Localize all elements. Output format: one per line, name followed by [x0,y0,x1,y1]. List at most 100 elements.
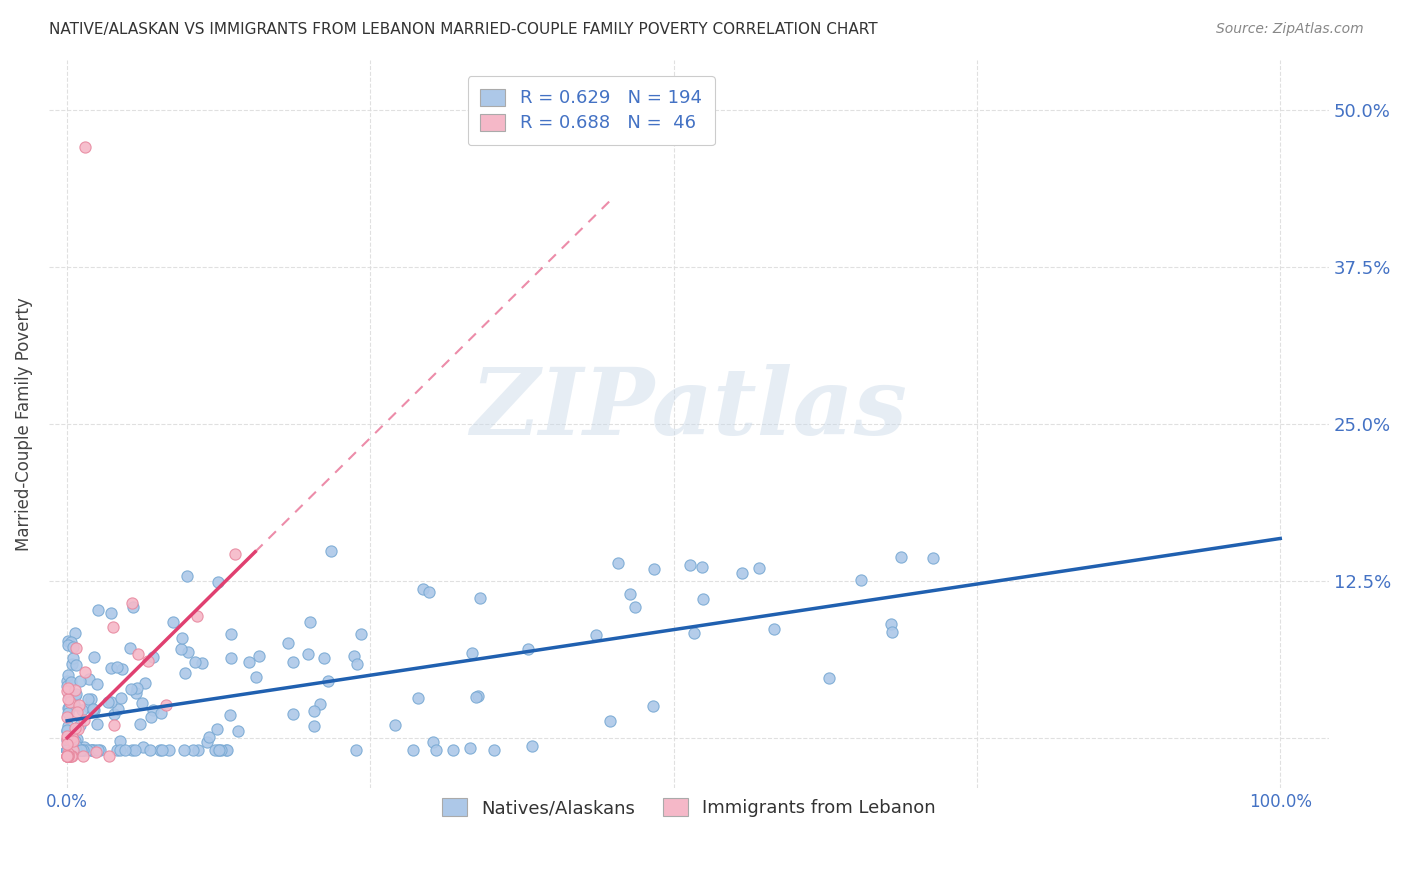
Point [219,651,242,665]
Point [283,706,305,721]
Point [321,543,343,558]
Point [181,743,204,757]
Point [149,743,172,757]
Point [60,743,83,757]
Point [62,734,84,748]
Point [69,673,91,688]
Point [65,739,87,753]
Point [56,749,79,764]
Point [482,743,505,757]
Point [142,703,165,717]
Point [422,735,444,749]
Point [62,651,84,665]
Point [80,743,103,757]
Point [56,749,79,764]
Point [58,639,80,653]
Point [56,723,79,738]
Point [59,732,82,747]
Point [522,739,544,753]
Point [105,659,128,673]
Point [127,647,149,661]
Point [297,647,319,661]
Point [62,743,84,757]
Point [56,749,79,764]
Point [607,556,630,570]
Point [84,745,107,759]
Point [75,140,97,154]
Point [65,687,87,701]
Point [121,596,143,610]
Point [89,743,111,757]
Point [56,743,79,757]
Point [221,627,243,641]
Point [56,746,79,760]
Point [60,743,83,757]
Point [60,674,83,689]
Point [157,743,180,757]
Point [441,743,464,757]
Point [186,608,208,623]
Point [67,698,90,712]
Point [110,690,132,705]
Point [114,743,136,757]
Point [880,617,903,632]
Point [56,743,79,757]
Point [162,615,184,629]
Point [207,574,229,589]
Point [100,695,122,709]
Point [111,662,134,676]
Point [219,708,242,723]
Point [59,695,82,709]
Point [73,739,96,754]
Point [70,743,93,757]
Point [77,672,100,686]
Y-axis label: Married-Couple Family Poverty: Married-Couple Family Poverty [15,297,32,550]
Point [226,724,249,739]
Point [215,743,238,757]
Point [60,743,83,757]
Point [60,730,83,744]
Point [60,657,83,671]
Point [343,648,366,663]
Point [58,743,80,757]
Point [191,657,214,671]
Point [247,648,270,663]
Point [406,691,429,706]
Point [302,704,325,718]
Point [56,723,79,737]
Point [65,658,87,673]
Point [77,692,100,706]
Point [187,743,209,757]
Point [70,703,93,717]
Point [56,749,79,764]
Point [59,743,82,757]
Point [56,706,79,720]
Point [692,592,714,607]
Point [56,743,79,757]
Point [69,743,91,757]
Point [585,628,607,642]
Point [56,749,79,764]
Point [238,655,260,669]
Point [245,670,267,684]
Point [128,716,150,731]
Point [124,743,146,757]
Point [217,743,239,757]
Legend: Natives/Alaskans, Immigrants from Lebanon: Natives/Alaskans, Immigrants from Lebano… [433,789,945,826]
Point [87,603,110,617]
Point [56,743,79,757]
Point [134,676,156,690]
Point [56,731,79,746]
Point [150,706,173,720]
Point [86,717,108,731]
Point [108,743,131,757]
Point [599,714,621,728]
Point [412,582,434,597]
Point [65,625,87,640]
Point [83,743,105,757]
Point [62,640,84,654]
Point [83,703,105,717]
Point [58,743,80,757]
Point [174,665,197,680]
Point [56,737,79,751]
